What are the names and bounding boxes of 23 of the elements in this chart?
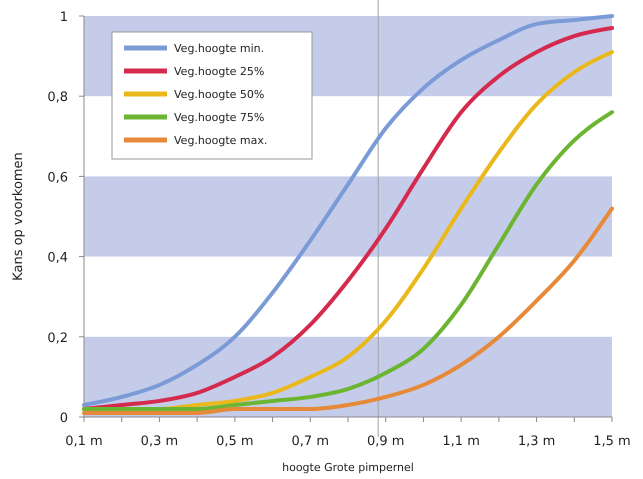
- x-tick-label: 0,1 m: [65, 434, 103, 449]
- legend-label: Veg.hoogte 75%: [174, 111, 264, 124]
- x-tick-label: 0,3 m: [140, 434, 178, 449]
- legend-label: Veg.hoogte 25%: [174, 65, 264, 78]
- y-tick-label: 0: [60, 411, 68, 426]
- y-tick-label: 0,8: [47, 90, 68, 106]
- y-tick-label: 0,2: [47, 330, 68, 346]
- x-tick-label: 1,1 m: [442, 434, 480, 449]
- x-tick-label: 1,5 m: [593, 434, 631, 449]
- line-series: [82, 206, 614, 415]
- x-tick-label: 1,3 m: [518, 434, 556, 449]
- x-tick-label: 0,5 m: [216, 434, 254, 449]
- y-tick-label: 0,6: [47, 170, 68, 186]
- y-axis-title: Kans op voorkomen: [11, 152, 26, 281]
- legend-label: Veg.hoogte max.: [174, 134, 268, 147]
- x-tick-label: 0,9 m: [366, 434, 404, 449]
- y-tick-label: 1: [60, 10, 68, 25]
- y-tick-label: 0,4: [47, 250, 68, 266]
- x-tick-label: 0,7 m: [292, 434, 330, 449]
- legend-label: Veg.hoogte 50%: [174, 88, 264, 101]
- x-axis-title: hoogte Grote pimpernel: [282, 461, 414, 474]
- line-series: [82, 110, 614, 411]
- legend-label: Veg.hoogte min.: [174, 42, 264, 55]
